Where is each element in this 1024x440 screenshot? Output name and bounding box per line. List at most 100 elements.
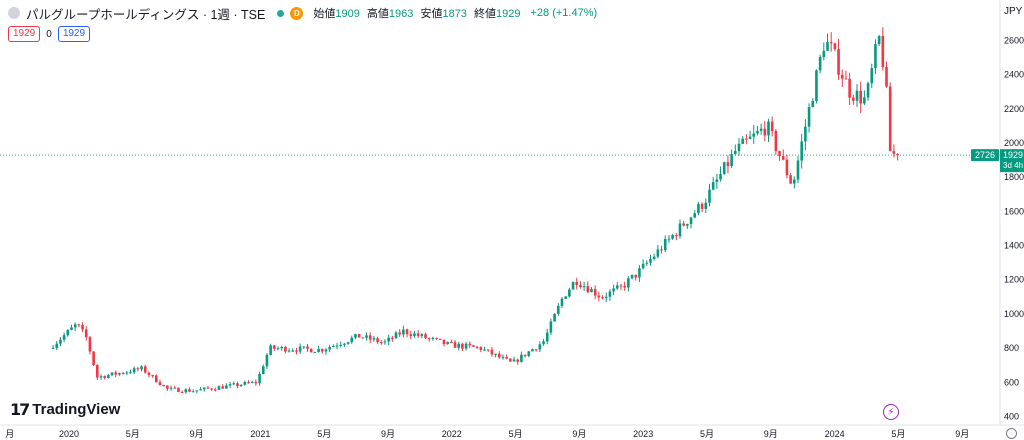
candle-body[interactable] — [66, 330, 70, 336]
candle-body[interactable] — [737, 143, 741, 151]
candle-body[interactable] — [756, 130, 759, 134]
candle-body[interactable] — [173, 387, 177, 389]
candle-body[interactable] — [250, 381, 254, 383]
candle-body[interactable] — [405, 329, 409, 335]
candle-body[interactable] — [877, 36, 881, 45]
candle-body[interactable] — [759, 128, 763, 131]
candle-body[interactable] — [645, 262, 649, 264]
candle-body[interactable] — [453, 342, 457, 348]
candle-body[interactable] — [387, 337, 390, 342]
candle-body[interactable] — [132, 368, 136, 373]
candle-body[interactable] — [110, 372, 114, 376]
candle-body[interactable] — [571, 282, 575, 290]
candle-body[interactable] — [575, 282, 579, 286]
candle-body[interactable] — [888, 86, 892, 152]
candle-body[interactable] — [420, 334, 424, 336]
candle-body[interactable] — [214, 389, 217, 391]
candle-body[interactable] — [379, 342, 383, 344]
candle-body[interactable] — [619, 285, 623, 287]
candle-body[interactable] — [435, 337, 438, 339]
candle-body[interactable] — [892, 151, 896, 154]
candle-body[interactable] — [324, 349, 328, 352]
candle-body[interactable] — [531, 349, 534, 352]
candle-body[interactable] — [649, 259, 652, 263]
candle-body[interactable] — [826, 42, 829, 51]
candle-body[interactable] — [254, 381, 258, 384]
candle-body[interactable] — [191, 391, 195, 393]
candle-body[interactable] — [413, 333, 416, 336]
candle-body[interactable] — [184, 389, 188, 393]
candle-body[interactable] — [630, 274, 634, 279]
candle-body[interactable] — [774, 130, 778, 152]
candle-body[interactable] — [545, 332, 549, 342]
candle-body[interactable] — [590, 289, 593, 293]
candle-body[interactable] — [483, 349, 486, 351]
candle-body[interactable] — [376, 338, 379, 343]
candle-body[interactable] — [225, 385, 228, 389]
candle-body[interactable] — [615, 285, 619, 289]
candle-body[interactable] — [129, 372, 132, 374]
candle-body[interactable] — [51, 348, 55, 350]
candle-body[interactable] — [770, 121, 774, 131]
candle-body[interactable] — [509, 358, 512, 362]
candle-body[interactable] — [807, 107, 811, 127]
candle-body[interactable] — [874, 44, 877, 69]
candle-body[interactable] — [438, 338, 442, 340]
candle-body[interactable] — [748, 136, 752, 140]
buy-button[interactable]: 1929 — [57, 26, 91, 42]
candle-body[interactable] — [523, 354, 527, 357]
candle-body[interactable] — [239, 384, 243, 386]
candle-body[interactable] — [398, 332, 402, 335]
candle-body[interactable] — [409, 334, 413, 336]
candle-body[interactable] — [206, 387, 210, 389]
candle-body[interactable] — [84, 329, 88, 338]
candle-body[interactable] — [166, 385, 169, 389]
candle-body[interactable] — [55, 343, 59, 349]
candle-body[interactable] — [501, 357, 505, 359]
candle-body[interactable] — [686, 224, 689, 226]
candle-body[interactable] — [77, 324, 81, 326]
candle-body[interactable] — [114, 372, 118, 375]
candle-body[interactable] — [719, 174, 722, 180]
candle-body[interactable] — [512, 359, 516, 362]
candle-body[interactable] — [306, 346, 309, 349]
candle-body[interactable] — [261, 366, 265, 374]
candle-body[interactable] — [202, 387, 206, 390]
candle-body[interactable] — [269, 345, 272, 355]
candle-body[interactable] — [365, 335, 368, 338]
candle-body[interactable] — [475, 346, 479, 348]
candle-body[interactable] — [309, 348, 313, 353]
lightning-icon[interactable]: ⚡ — [883, 404, 899, 420]
candle-body[interactable] — [715, 179, 719, 183]
candle-body[interactable] — [734, 150, 737, 155]
candle-body[interactable] — [881, 36, 885, 68]
candle-body[interactable] — [243, 382, 247, 385]
candle-body[interactable] — [177, 387, 180, 392]
candle-body[interactable] — [361, 337, 365, 339]
candle-body[interactable] — [652, 256, 656, 260]
candle-body[interactable] — [641, 263, 645, 269]
candle-body[interactable] — [608, 291, 612, 297]
candle-body[interactable] — [346, 342, 350, 344]
candle-body[interactable] — [221, 386, 224, 389]
candle-body[interactable] — [752, 133, 756, 137]
candle-body[interactable] — [228, 384, 232, 386]
candle-body[interactable] — [564, 296, 567, 299]
candle-body[interactable] — [837, 49, 840, 75]
candle-body[interactable] — [143, 366, 147, 373]
candle-body[interactable] — [612, 288, 615, 292]
candle-body[interactable] — [815, 70, 818, 101]
candle-body[interactable] — [328, 347, 331, 350]
candle-body[interactable] — [796, 160, 800, 180]
candle-body[interactable] — [767, 121, 770, 136]
candle-body[interactable] — [848, 78, 851, 98]
candle-body[interactable] — [568, 289, 571, 297]
symbol-legend[interactable]: パルグループホールディングス · 1週 · TSE D 始値1909 高値196… — [8, 4, 597, 22]
currency-label[interactable]: JPY — [1004, 6, 1023, 17]
candle-body[interactable] — [638, 268, 641, 278]
candle-body[interactable] — [505, 357, 508, 359]
candle-body[interactable] — [778, 151, 781, 157]
candle-body[interactable] — [427, 338, 431, 340]
candle-body[interactable] — [730, 154, 733, 167]
